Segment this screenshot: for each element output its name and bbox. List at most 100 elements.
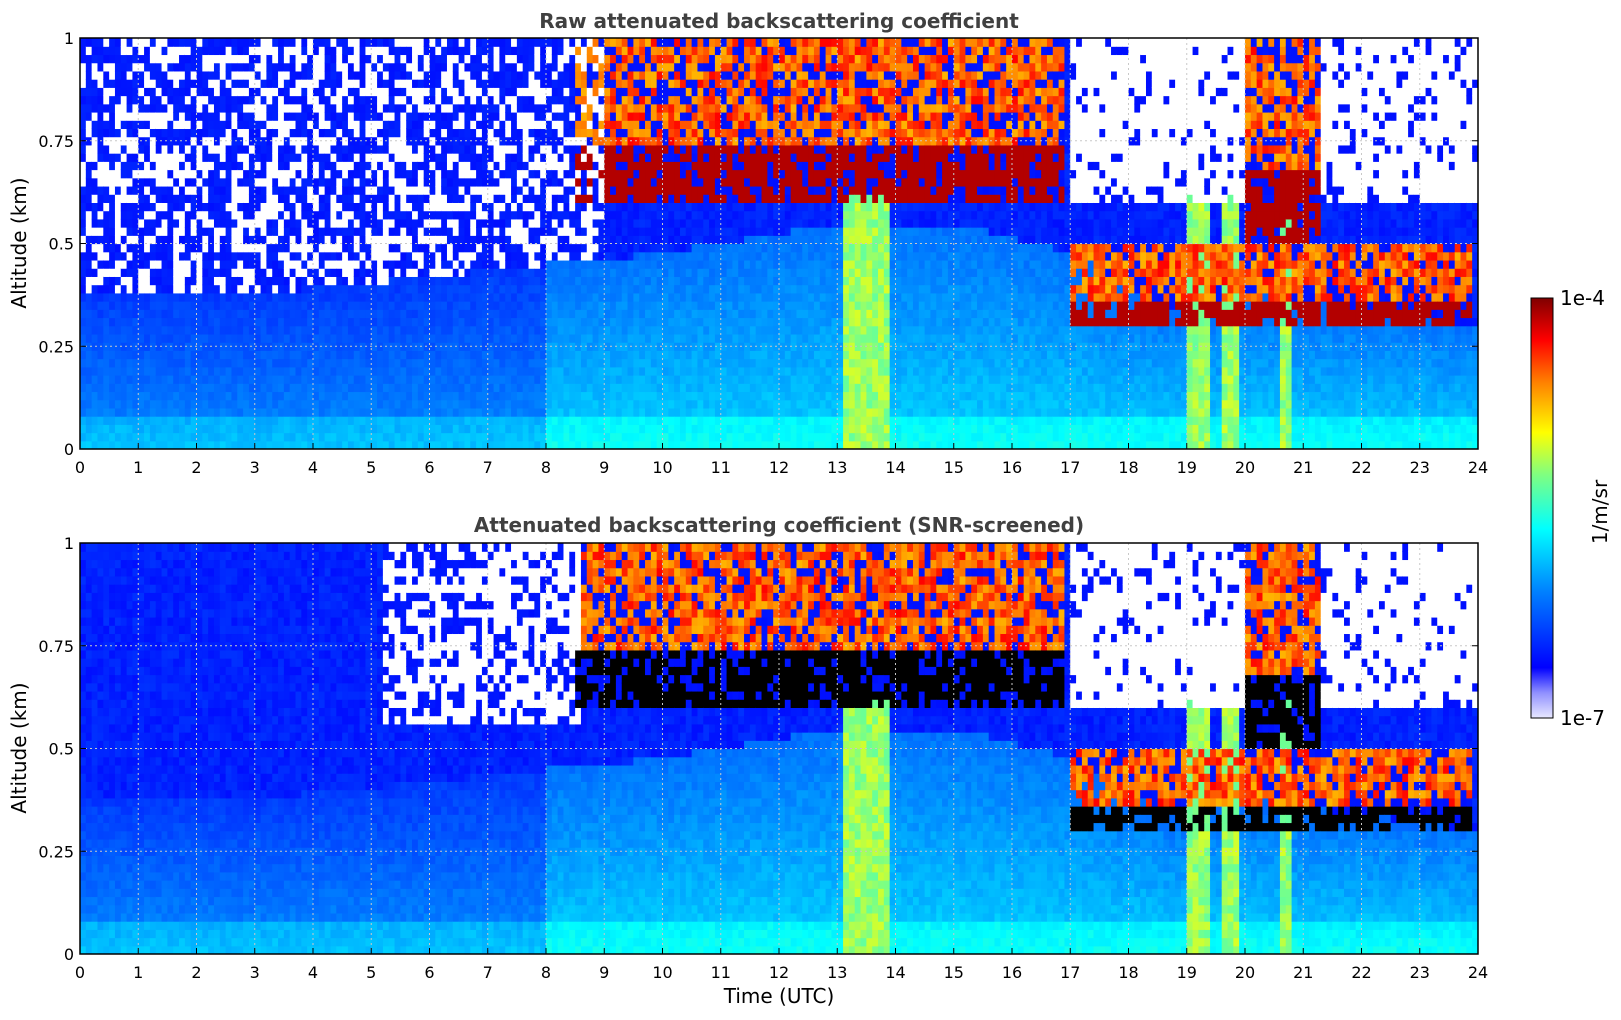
heatmap-cell [633,62,640,72]
heatmap-cell [213,366,221,376]
heatmap-cell [80,54,87,64]
heatmap-cell [237,161,244,171]
heatmap-cell [103,202,110,212]
heatmap-cell [621,325,629,335]
heatmap-cell [149,194,157,203]
heatmap-cell [97,194,104,203]
heatmap-cell [231,79,238,88]
heatmap-cell [353,416,361,425]
heatmap-cell [522,227,530,236]
heatmap-cell [149,136,157,146]
heatmap-cell [103,366,110,376]
heatmap-cell [394,161,401,171]
heatmap-cell [254,432,262,442]
heatmap-cell [511,317,518,327]
heatmap-cell [184,333,192,343]
heatmap-cell [272,54,279,64]
heatmap-cell [551,70,559,80]
heatmap-cell [516,70,524,80]
heatmap-cell [202,325,209,335]
heatmap-cell [359,325,367,335]
heatmap-cell [633,366,640,376]
heatmap-cell [359,62,367,72]
heatmap-cell [155,194,163,203]
heatmap-cell [202,210,209,220]
heatmap-cell [196,325,203,335]
heatmap-cell [639,375,646,384]
heatmap-cell [470,284,477,294]
heatmap-cell [639,391,646,401]
heatmap-cell [254,251,262,261]
heatmap-cell [382,46,390,56]
heatmap-cell [278,161,285,171]
heatmap-cell [551,407,559,417]
heatmap-cell [604,259,611,269]
heatmap-cell [621,391,629,401]
heatmap-cell [97,169,104,179]
heatmap-cell [149,210,157,220]
heatmap-cell [342,399,349,409]
heatmap-cell [516,399,524,409]
heatmap-cell [330,284,337,294]
heatmap-cell [534,383,541,393]
heatmap-cell [80,95,87,105]
heatmap-cell [417,350,425,360]
heatmap-cell [452,251,460,261]
heatmap-cell [272,95,279,105]
heatmap-cell [464,407,471,417]
heatmap-cell [615,120,623,130]
heatmap-cell [213,407,221,417]
heatmap-cell [318,268,326,277]
heatmap-cell [161,416,168,425]
heatmap-cell [458,111,466,121]
heatmap-cell [190,87,198,97]
heatmap-cell [557,62,565,72]
heatmap-cell [592,284,600,294]
heatmap-cell [412,62,419,72]
heatmap-cell [476,407,483,417]
heatmap-cell [446,301,454,310]
heatmap-cell [528,169,535,179]
heatmap-cell [394,251,401,261]
heatmap-cell [639,243,646,253]
heatmap-cell [167,366,174,376]
heatmap-cell [243,62,250,72]
heatmap-cell [505,111,512,121]
heatmap-cell [598,202,605,212]
heatmap-cell [476,366,483,376]
heatmap-cell [534,194,541,203]
heatmap-cell [307,424,314,434]
heatmap-cell [435,202,442,212]
heatmap-cell [248,301,256,310]
heatmap-cell [423,194,431,203]
heatmap-cell [161,424,168,434]
heatmap-cell [645,70,652,80]
heatmap-cell [161,62,168,72]
heatmap-cell [266,333,273,343]
heatmap-cell [534,416,541,425]
heatmap-cell [126,185,134,195]
heatmap-cell [138,276,145,286]
heatmap-cell [493,87,500,97]
heatmap-cell [126,70,134,80]
heatmap-cell [237,243,244,253]
heatmap-cell [650,391,658,401]
heatmap-cell [394,284,401,294]
heatmap-cell [213,169,221,179]
heatmap-cell [371,177,378,187]
heatmap-cell [546,317,553,327]
heatmap-cell [557,103,565,113]
heatmap-cell [499,120,506,130]
heatmap-cell [656,210,664,220]
heatmap-cell [412,407,419,417]
heatmap-cell [347,144,355,154]
heatmap-cell [208,440,215,449]
heatmap-cell [103,292,110,302]
heatmap-cell [423,407,431,417]
heatmap-cell [621,292,629,302]
heatmap-cell [499,391,506,401]
heatmap-cell [499,38,506,47]
heatmap-cell [318,185,326,195]
heatmap-cell [499,350,506,360]
heatmap-cell [412,350,419,360]
